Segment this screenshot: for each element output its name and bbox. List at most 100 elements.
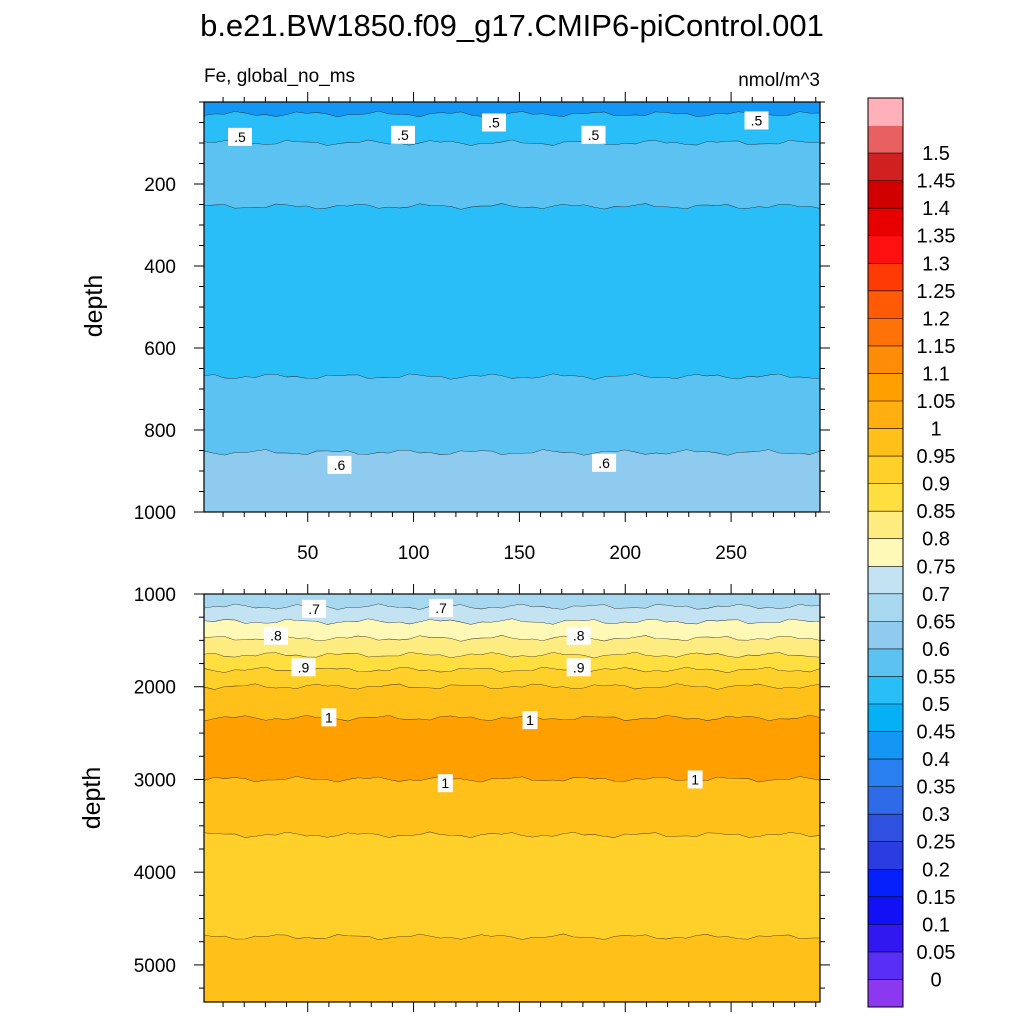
x-tick-label: 250 bbox=[715, 543, 747, 564]
contour-label-bg bbox=[390, 125, 415, 144]
contour-label: .6 bbox=[334, 457, 346, 473]
colorbar-box bbox=[868, 373, 903, 402]
colorbar-label: 1.05 bbox=[917, 391, 956, 413]
y-tick-label: 600 bbox=[144, 339, 176, 360]
colorbar-label: 1.4 bbox=[922, 198, 950, 220]
colorbar-box bbox=[868, 593, 903, 622]
contour-band bbox=[204, 140, 820, 210]
colorbar-label: 0.4 bbox=[922, 749, 950, 771]
contour-band bbox=[204, 683, 820, 722]
contour-label: .5 bbox=[234, 129, 246, 145]
colorbar-label: 1.45 bbox=[917, 171, 956, 193]
colorbar-label: 1.5 bbox=[922, 143, 950, 165]
colorbar-label: 0.85 bbox=[917, 501, 956, 523]
colorbar-label: 0.7 bbox=[922, 584, 950, 606]
colorbar-box bbox=[868, 814, 903, 843]
colorbar-label: 0.3 bbox=[922, 804, 950, 826]
contour-label-bg bbox=[291, 658, 316, 677]
plot-layer: 200 400 600 800 1000 50 100 150 200 250 .5 .5 .5 .5 .5… bbox=[134, 92, 830, 1012]
colorbar-label: 0.35 bbox=[917, 777, 956, 799]
colorbar-box bbox=[868, 676, 903, 705]
colorbar-label: 1.35 bbox=[917, 226, 956, 248]
colorbar-box bbox=[868, 401, 903, 429]
contour-label: 1 bbox=[325, 709, 333, 725]
colorbar-label: 0.15 bbox=[917, 887, 956, 909]
contour-label: .5 bbox=[397, 127, 409, 143]
colorbar-box bbox=[868, 180, 903, 209]
colorbar-label: 1.2 bbox=[922, 308, 950, 330]
y-tick-label: 5000 bbox=[134, 956, 176, 977]
colorbar-label: 0.05 bbox=[917, 942, 956, 964]
colorbar: 0 0.05 0.1 0.15 0.2 0.25 0.3 0.35 0.4 0.45 0.5 0.55… bbox=[867, 97, 956, 1008]
contour-band bbox=[204, 449, 820, 512]
colorbar-label: 0.75 bbox=[917, 556, 956, 578]
colorbar-box bbox=[868, 456, 903, 485]
contour-band bbox=[204, 934, 820, 1002]
colorbar-label: 0.65 bbox=[917, 611, 956, 633]
y-tick-label: 400 bbox=[144, 257, 176, 278]
colorbar-label: 0.5 bbox=[922, 694, 950, 716]
contour-label: .9 bbox=[298, 659, 310, 675]
colorbar-box bbox=[868, 951, 903, 980]
colorbar-box bbox=[868, 208, 903, 237]
colorbar-box bbox=[868, 566, 903, 595]
colorbar-box bbox=[868, 896, 903, 925]
contour-band bbox=[204, 373, 820, 456]
y-tick-label: 2000 bbox=[134, 678, 176, 699]
colorbar-box bbox=[868, 786, 903, 815]
contour-label: .7 bbox=[308, 601, 320, 617]
contour-label: .9 bbox=[573, 659, 585, 675]
y-tick-label: 800 bbox=[144, 421, 176, 442]
contour-band bbox=[204, 832, 820, 940]
colorbar-box bbox=[868, 731, 903, 760]
colorbar-box bbox=[868, 841, 903, 870]
colorbar-label: 1.1 bbox=[922, 363, 950, 385]
contour-label: 1 bbox=[691, 771, 699, 787]
colorbar-label: 0 bbox=[930, 969, 941, 991]
contour-label-bg bbox=[227, 127, 252, 146]
colorbar-label: 0.45 bbox=[917, 722, 956, 744]
colorbar-box bbox=[868, 318, 903, 347]
contour-label-bg bbox=[482, 113, 507, 132]
contour-band bbox=[204, 203, 820, 380]
colorbar-box bbox=[868, 979, 903, 1008]
units-label: nmol/m^3 bbox=[738, 70, 820, 91]
colorbar-box bbox=[868, 483, 903, 512]
colorbar-box bbox=[868, 290, 903, 319]
contour-label: .7 bbox=[435, 600, 447, 616]
contour-label: 1 bbox=[441, 775, 449, 791]
x-tick-label: 200 bbox=[609, 543, 641, 564]
y-tick-label: 200 bbox=[144, 175, 176, 196]
y-tick-label: 1000 bbox=[134, 503, 176, 524]
contour-label-bg bbox=[522, 711, 538, 730]
contour-label-bg bbox=[302, 599, 327, 618]
colorbar-label: 1 bbox=[930, 419, 941, 441]
colorbar-box bbox=[868, 869, 903, 898]
contour-label: .5 bbox=[751, 112, 763, 128]
colorbar-box bbox=[868, 511, 903, 540]
contour-label-bg bbox=[327, 455, 352, 474]
x-tick-label: 150 bbox=[504, 543, 536, 564]
colorbar-box bbox=[868, 621, 903, 650]
contour-label: .5 bbox=[588, 127, 600, 143]
contour-label-bg bbox=[321, 708, 337, 727]
colorbar-label: 0.95 bbox=[917, 446, 956, 468]
colorbar-label: 1.15 bbox=[917, 336, 956, 358]
plot-frame bbox=[203, 593, 821, 1003]
colorbar-label: 0.9 bbox=[922, 474, 950, 496]
x-tick-label: 50 bbox=[297, 543, 318, 564]
contour-label: .8 bbox=[573, 628, 585, 644]
colorbar-label: 1.3 bbox=[922, 253, 950, 275]
contour-band bbox=[204, 652, 820, 673]
y-tick-label: 3000 bbox=[134, 770, 176, 791]
colorbar-frame bbox=[867, 97, 904, 1008]
contour-label-bg bbox=[566, 658, 591, 677]
colorbar-box bbox=[868, 98, 903, 126]
colorbar-box bbox=[868, 235, 903, 264]
colorbar-box bbox=[868, 125, 903, 154]
contour-label-bg bbox=[744, 111, 769, 130]
x-tick-label: 100 bbox=[398, 543, 430, 564]
colorbar-box bbox=[868, 428, 903, 457]
variable-label: Fe, global_no_ms bbox=[204, 66, 355, 87]
